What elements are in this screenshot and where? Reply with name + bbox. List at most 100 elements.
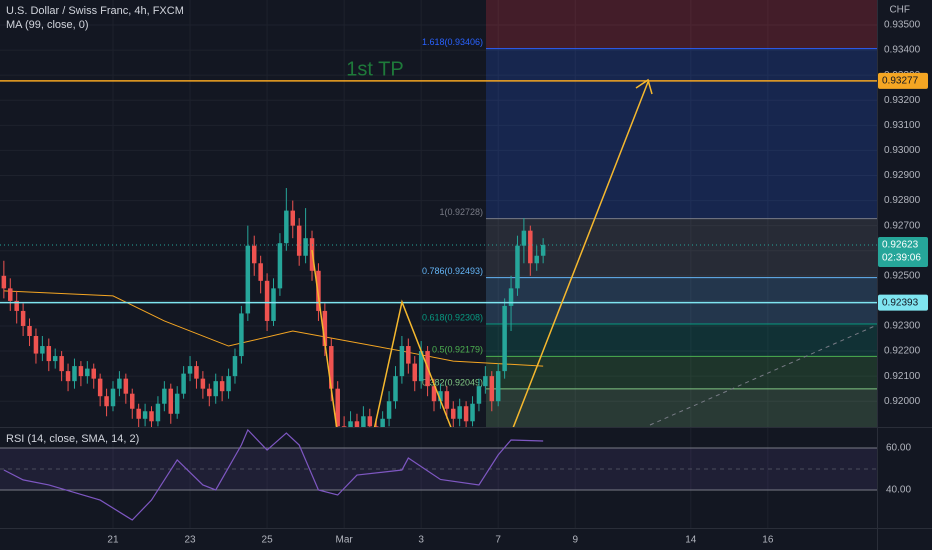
x-tick-label: 7 [495, 535, 501, 546]
candle-body [136, 408, 141, 419]
candle-body [470, 403, 475, 422]
x-tick-label: 25 [262, 535, 274, 546]
x-tick-label: Mar [336, 535, 354, 546]
candle-body [40, 346, 45, 354]
candle-body [483, 376, 488, 387]
y-tick-label: 0.93200 [884, 95, 921, 106]
x-tick-label: 3 [418, 535, 424, 546]
candle-body [226, 376, 231, 392]
candle-body [515, 245, 520, 289]
level-label-box [878, 72, 928, 89]
candle-body [187, 366, 193, 374]
candle-body [284, 210, 289, 244]
candle-body [476, 386, 482, 404]
fib-band [486, 277, 877, 324]
y-tick-label: 0.93400 [884, 45, 921, 56]
y-tick-label: 0.92700 [884, 220, 921, 231]
fib-label: 1(0.92728) [439, 207, 483, 217]
candle-body [130, 393, 135, 409]
candle-body [354, 421, 360, 427]
candle-body [46, 346, 52, 362]
candle-body [33, 336, 39, 354]
x-tick-label: 23 [184, 535, 196, 546]
candle-body [65, 371, 71, 382]
fib-label: 0.5(0.92179) [432, 345, 483, 355]
candle-body [123, 378, 129, 394]
candle-body [508, 288, 514, 306]
symbol-title: U.S. Dollar / Swiss Franc, 4h, FXCM [6, 5, 184, 17]
candle-body [20, 310, 26, 326]
candle-body [85, 368, 90, 377]
countdown-label: 02:39:06 [882, 253, 921, 264]
y-tick-label: 0.92500 [884, 270, 921, 281]
candle-body [239, 313, 244, 357]
trend-line [649, 324, 877, 426]
candle-body [14, 300, 19, 311]
candle-body [117, 378, 122, 389]
candle-body [174, 393, 180, 414]
currency-label: CHF [889, 5, 910, 16]
candle-body [540, 244, 546, 256]
y-tick-label: 0.93000 [884, 145, 921, 156]
fib-band [486, 388, 877, 427]
candle-body [495, 371, 501, 402]
candle-body [200, 378, 206, 389]
candle-body [251, 245, 257, 264]
x-tick-label: 21 [107, 535, 119, 546]
candle-body [213, 381, 218, 397]
candle-body [373, 426, 379, 427]
candle-body [367, 416, 373, 427]
candle-body [264, 280, 270, 321]
candle-body [431, 386, 437, 402]
candle-body [258, 263, 263, 281]
candle-body [418, 351, 424, 382]
rsi-tick-label: 40.00 [886, 485, 911, 496]
candle-body [194, 366, 199, 379]
candle-body [444, 391, 450, 409]
candle-body [534, 255, 539, 264]
candle-body [277, 243, 283, 289]
fib-band [486, 218, 877, 278]
x-tick-label: 9 [572, 535, 578, 546]
level-label: 0.93277 [882, 76, 919, 87]
candle-body [59, 356, 64, 372]
fib-band [486, 48, 877, 219]
y-tick-label: 0.92100 [884, 371, 921, 382]
y-tick-label: 0.92800 [884, 195, 921, 206]
candle-body [232, 356, 238, 377]
projection-arrow [512, 81, 649, 427]
candle-body [335, 388, 340, 427]
candle-body [393, 376, 398, 402]
candle-body [348, 421, 353, 427]
plot [0, 80, 877, 427]
fib-zone: 1.618(0.93406) 1(0.92728) 0.786(0.92493) 0.… [422, 0, 877, 427]
candle-body [341, 426, 347, 427]
indicator-label: MA (99, close, 0) [6, 19, 89, 31]
candle-body [463, 406, 469, 422]
rsi-pane [0, 428, 877, 521]
candle-body [181, 373, 186, 394]
fib-label: 0.786(0.92493) [422, 266, 483, 276]
target-text: 1st TP [346, 58, 403, 80]
candle-body [97, 378, 103, 397]
drawings [311, 78, 877, 427]
candle-body [168, 388, 174, 414]
candle-body [290, 210, 296, 226]
candle-body [406, 346, 411, 364]
level-label-box [878, 294, 928, 311]
last-price-box [878, 236, 928, 267]
x-tick-label: 16 [762, 535, 774, 546]
candle-body [380, 418, 385, 427]
y-tick-label: 0.93100 [884, 120, 921, 131]
candle-body [245, 245, 251, 314]
y-tick-label: 0.93500 [884, 20, 921, 31]
candle-body [316, 270, 321, 311]
candle-body [303, 238, 308, 256]
candle-body [91, 368, 96, 379]
candle-body [438, 391, 443, 402]
fib-band [486, 323, 877, 357]
rsi-tick-label: 60.00 [886, 443, 911, 454]
candle-body [528, 230, 533, 264]
